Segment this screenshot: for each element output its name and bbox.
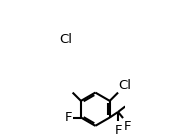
Text: Cl: Cl — [59, 33, 72, 46]
Text: F: F — [65, 111, 72, 124]
Text: Cl: Cl — [119, 79, 132, 92]
Text: F: F — [114, 124, 122, 137]
Text: F: F — [124, 120, 132, 133]
